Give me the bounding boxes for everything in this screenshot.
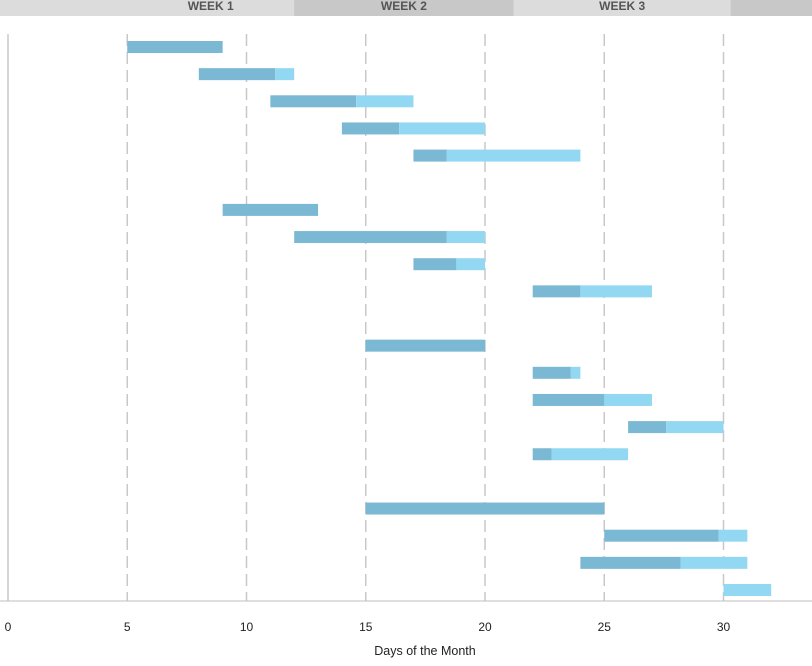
bar-completed: [198, 68, 276, 81]
bar-completed: [532, 366, 571, 379]
week-band: [294, 0, 514, 16]
bar-remaining: [399, 122, 485, 135]
bar-completed: [222, 203, 319, 216]
bar-completed: [341, 122, 400, 135]
x-tick-label: 0: [5, 620, 12, 634]
bar-remaining: [456, 258, 485, 271]
x-tick-label: 15: [359, 620, 373, 634]
x-tick-label: 30: [717, 620, 731, 634]
bar-completed: [580, 556, 681, 569]
bar-remaining: [723, 584, 772, 596]
bar-remaining: [551, 448, 629, 461]
bar-remaining: [666, 421, 724, 434]
bar-remaining: [718, 529, 748, 542]
bar-remaining: [446, 149, 581, 162]
bar-remaining: [580, 285, 652, 298]
bar-completed: [294, 231, 447, 244]
week-band: [513, 0, 731, 16]
bar-completed: [532, 393, 605, 406]
bar-remaining: [570, 366, 581, 379]
week-header: WEEK 1 WEEK 2 WEEK 3: [0, 0, 812, 16]
week-label: WEEK 2: [381, 0, 427, 13]
bar-remaining: [275, 68, 295, 81]
x-tick-label: 20: [478, 620, 492, 634]
gridlines: [7, 34, 725, 601]
bar-completed: [270, 95, 357, 108]
week-band: [730, 0, 812, 16]
bar-completed: [127, 41, 223, 53]
bar-remaining: [680, 556, 748, 569]
bar-completed: [604, 529, 719, 542]
bar-remaining: [446, 231, 485, 244]
bar-completed: [532, 448, 552, 461]
x-tick-label: 25: [598, 620, 612, 634]
week-label: WEEK 1: [188, 0, 234, 13]
x-axis-label: Days of the Month: [374, 644, 475, 658]
week-label: WEEK 3: [599, 0, 645, 13]
bar-completed: [628, 421, 667, 434]
bar-remaining: [356, 95, 414, 108]
bar-completed: [413, 258, 457, 271]
x-tick-label: 5: [124, 620, 131, 634]
week-band: [127, 0, 295, 16]
x-tick-label: 10: [240, 620, 254, 634]
bar-completed: [365, 339, 485, 352]
task-bars: [127, 41, 772, 596]
x-axis-ticks: 0 5 10 15 20 25 30: [5, 620, 731, 634]
bar-remaining: [604, 393, 652, 406]
bar-completed: [413, 149, 447, 162]
bar-completed: [532, 285, 581, 298]
bar-completed: [365, 502, 605, 515]
